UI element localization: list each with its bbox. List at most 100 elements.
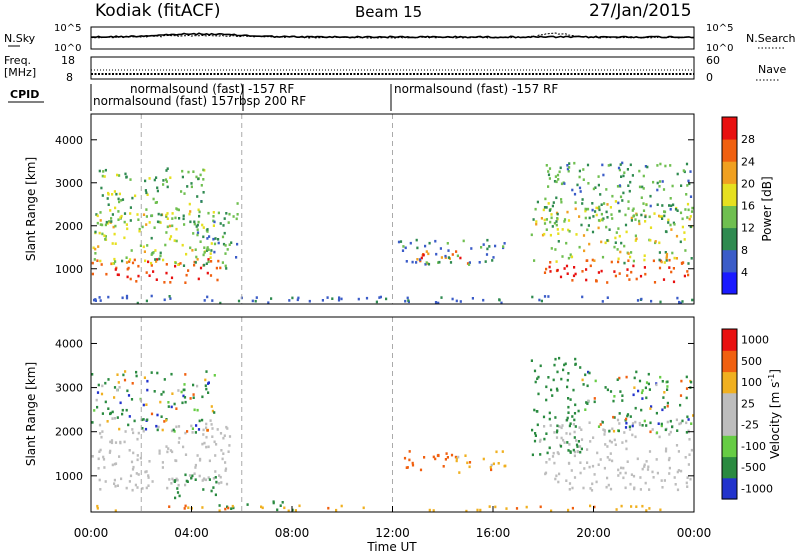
data-cell: [573, 192, 577, 196]
data-cell: [99, 219, 102, 222]
data-cell: [638, 423, 642, 427]
data-cell: [403, 456, 407, 460]
data-cell: [556, 389, 559, 392]
data-cell: [666, 404, 669, 408]
data-cell: [553, 461, 556, 465]
data-cell: [93, 409, 96, 412]
data-cell: [161, 428, 164, 432]
data-cell: [619, 195, 623, 199]
data-cell: [685, 481, 688, 485]
data-cell: [220, 449, 223, 452]
colorbar-segment: [722, 350, 737, 373]
data-cell: [545, 164, 548, 167]
data-cell: [552, 451, 555, 455]
data-cell: [619, 163, 622, 166]
data-cell: [599, 193, 602, 196]
colorbar-tick-label: 1000: [741, 334, 769, 347]
data-cell: [641, 467, 644, 471]
data-cell: [144, 189, 147, 192]
data-cell: [669, 419, 672, 423]
data-cell: [587, 224, 590, 227]
data-cell: [536, 200, 539, 204]
data-cell: [548, 458, 551, 461]
data-cell: [617, 260, 620, 264]
data-cell: [583, 249, 586, 253]
data-cell: [687, 273, 690, 277]
data-cell: [125, 176, 128, 179]
data-cell: [605, 188, 608, 191]
data-cell: [544, 197, 547, 201]
data-cell: [146, 388, 149, 392]
colorbar-tick-label: 28: [741, 133, 755, 146]
data-cell: [537, 375, 540, 379]
data-cell: [592, 187, 595, 191]
data-cell: [146, 193, 149, 196]
data-cell: [608, 429, 611, 433]
data-cell: [183, 396, 187, 399]
data-cell: [183, 192, 186, 195]
data-cell: [182, 445, 185, 449]
freq-panel-frame: [90, 56, 695, 80]
data-cell: [155, 424, 158, 428]
data-cell: [437, 261, 440, 264]
time-axis-label: Time UT: [366, 540, 417, 554]
data-cell: [165, 169, 168, 172]
data-cell: [589, 504, 592, 508]
data-cell: [647, 372, 650, 376]
data-cell: [621, 199, 624, 202]
data-cell: [690, 448, 693, 452]
data-cell: [206, 246, 209, 249]
data-cell: [656, 471, 659, 475]
data-cell: [224, 461, 227, 464]
data-cell: [579, 450, 582, 454]
data-cell: [397, 240, 401, 244]
data-cell: [561, 255, 564, 258]
data-cell: [283, 506, 286, 510]
data-cell: [438, 260, 441, 264]
data-cell: [155, 176, 158, 179]
data-cell: [634, 234, 637, 238]
data-cell: [620, 175, 623, 178]
data-cell: [634, 435, 637, 439]
data-cell: [578, 175, 581, 179]
data-cell: [206, 271, 209, 275]
data-cell: [207, 391, 210, 394]
data-cell: [98, 296, 101, 299]
data-cell: [618, 272, 621, 275]
data-cell: [212, 486, 215, 489]
data-cell: [663, 261, 666, 264]
data-cell: [144, 179, 147, 183]
data-cell: [618, 422, 621, 425]
colorbar-tick-label: -25: [741, 419, 759, 432]
data-cell: [197, 428, 201, 431]
data-cell: [584, 207, 587, 211]
data-cell: [205, 370, 208, 373]
data-cell: [582, 178, 585, 181]
data-cell: [548, 209, 551, 212]
data-cell: [663, 210, 667, 214]
data-cell: [533, 408, 536, 412]
data-cell: [162, 390, 165, 394]
data-cell: [656, 188, 659, 192]
data-cell: [486, 247, 489, 251]
data-cell: [683, 238, 686, 241]
data-cell: [223, 217, 226, 220]
data-cell: [612, 399, 615, 403]
data-cell: [145, 191, 148, 195]
data-cell: [125, 408, 128, 412]
data-cell: [109, 209, 112, 212]
data-cell: [645, 509, 648, 512]
data-cell: [92, 246, 95, 250]
data-cell: [677, 450, 680, 453]
data-cell: [625, 375, 628, 379]
colorbar-segment: [722, 414, 737, 436]
data-cell: [486, 238, 489, 242]
data-cell: [533, 259, 536, 262]
data-cell: [580, 223, 583, 227]
data-cell: [575, 439, 578, 442]
data-cell: [572, 274, 576, 278]
nave-right-tick-bottom: 0: [706, 71, 713, 84]
data-cell: [187, 170, 190, 174]
data-cell: [616, 418, 620, 422]
